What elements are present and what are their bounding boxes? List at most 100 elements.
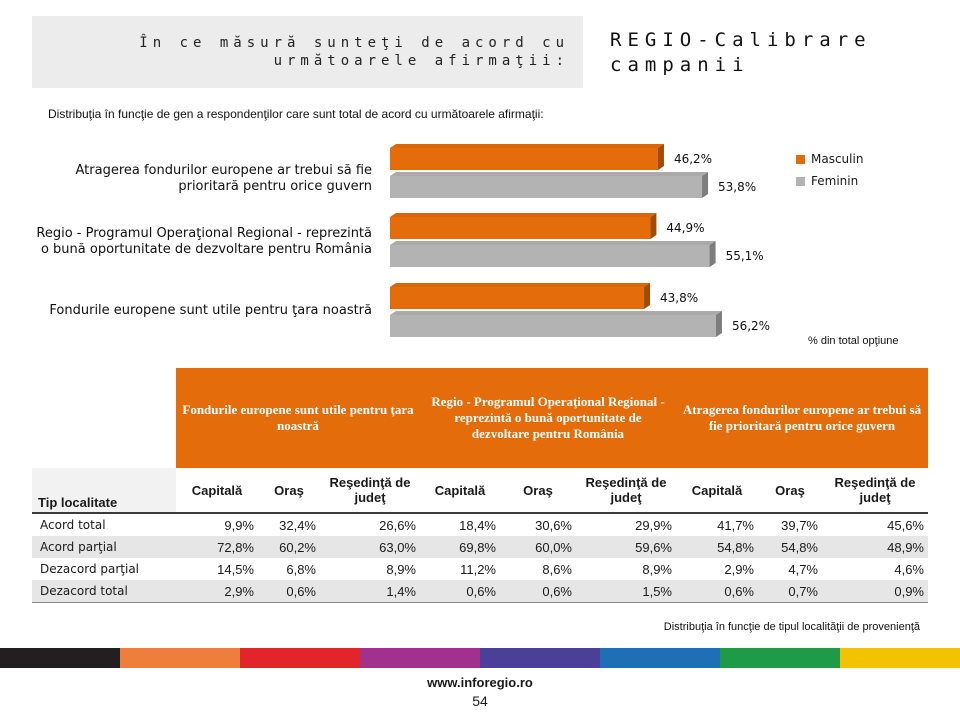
table-cell: 4,7%	[788, 561, 818, 577]
table-cell: 0,6%	[676, 580, 758, 603]
subheader-resedinta: Reşedinţă de judeţ	[576, 468, 676, 514]
table-cell: 0,7%	[758, 580, 822, 603]
legend-swatch-feminin	[796, 176, 805, 186]
subheader-capitala: Capitală	[676, 468, 758, 514]
page-number: 54	[472, 693, 488, 709]
table-cell: 45,6%	[887, 517, 924, 533]
table-row: Dezacord total 2,9% 0,6% 1,4% 0,6% 0,6% …	[32, 580, 928, 603]
color-strip-segment	[240, 648, 360, 668]
table-cell: 2,9%	[724, 561, 754, 577]
subheader-resedinta: Reşedinţă de judeţ	[822, 468, 928, 514]
bar-chart: 46,2% 53,8% 44,9% 55,1% 43,8% 56,2%	[390, 144, 770, 337]
table-footnote: Distribuţia în funcţie de tipul localită…	[663, 621, 920, 633]
row-label: Dezacord parţial	[32, 558, 176, 580]
category-label-2: Regio - Programul Operaţional Regional -…	[36, 226, 372, 257]
table-row: Acord parţial 72,8% 60,2% 63,0% 69,8% 60…	[32, 536, 928, 558]
bar-feminin-3	[390, 311, 722, 337]
table-cell: 54,8%	[758, 536, 822, 558]
table-cell: 63,0%	[320, 536, 420, 558]
table-cell: 4,6%	[894, 561, 924, 577]
legend-item-feminin: Feminin	[796, 170, 863, 192]
chart-caption: Distribuţia în funcţie de gen a responde…	[48, 107, 544, 121]
table-cell: 8,9%	[386, 561, 416, 577]
legend-label-masculin: Masculin	[811, 152, 864, 166]
subheader-capitala: Capitală	[420, 468, 500, 514]
slide-title: REGIO-Calibrare campanii	[610, 29, 872, 76]
table-subheader-row: Tip localitate Capitală Oraş Reşedinţă d…	[32, 468, 928, 514]
table-cell: 1,4%	[320, 580, 420, 603]
table-cell: 60,0%	[500, 536, 576, 558]
table-cell: 60,2%	[258, 536, 320, 558]
chart-legend: Masculin Feminin	[796, 148, 863, 192]
bar-feminin-1	[390, 172, 709, 198]
table-cell: 48,9%	[822, 536, 928, 558]
subheader-oras: Oraş	[500, 468, 576, 514]
table-cell: 18,4%	[459, 517, 496, 533]
color-strip-segment	[720, 648, 840, 668]
table-cell: 32,4%	[279, 517, 316, 533]
data-label-masculin-1: 46,2%	[674, 152, 712, 166]
legend-item-masculin: Masculin	[796, 148, 863, 170]
subheader-capitala: Capitală	[176, 468, 258, 514]
category-label-1: Atragerea fondurilor europene ar trebui …	[75, 163, 373, 194]
table-cell: 2,9%	[176, 580, 258, 603]
data-label-masculin-3: 43,8%	[660, 291, 698, 305]
table-cell: 54,8%	[676, 536, 758, 558]
table-cell: 0,6%	[420, 580, 500, 603]
table-cell: 30,6%	[535, 517, 572, 533]
legend-swatch-masculin	[796, 154, 805, 164]
subheader-resedinta: Reşedinţă de judeţ	[320, 468, 420, 514]
question-text: În ce măsură sunteţi de acord cu următoa…	[139, 35, 569, 69]
table-row: Dezacord parţial 14,5% 6,8% 8,9% 11,2% 8…	[32, 558, 928, 580]
table-cell: 0,6%	[258, 580, 320, 603]
table-group-1: Fondurile europene sunt utile pentru ţar…	[176, 368, 420, 468]
table-cell: 8,9%	[642, 561, 672, 577]
table-corner	[32, 368, 176, 468]
unit-note: % din total opţiune	[808, 335, 899, 347]
color-strip-segment	[840, 648, 960, 668]
table-cell: 69,8%	[420, 536, 500, 558]
color-strip-segment	[0, 648, 120, 668]
table-cell: 26,6%	[379, 517, 416, 533]
color-strip-segment	[360, 648, 480, 668]
row-label: Acord total	[32, 513, 176, 536]
locality-table: Fondurile europene sunt utile pentru ţar…	[32, 368, 928, 603]
table-cell: 72,8%	[176, 536, 258, 558]
table-group-2: Regio - Programul Operaţional Regional -…	[420, 368, 676, 468]
bar-masculin-3	[390, 283, 651, 309]
table-cell: 9,9%	[224, 517, 254, 533]
bar-masculin-1	[390, 144, 664, 170]
category-label-3: Fondurile europene sunt utile pentru ţar…	[49, 303, 372, 318]
color-strip-segment	[600, 648, 720, 668]
row-label: Dezacord total	[32, 580, 176, 603]
table-cell: 8,6%	[542, 561, 572, 577]
question-box: În ce măsură sunteţi de acord cu următoa…	[32, 16, 583, 88]
data-label-masculin-2: 44,9%	[666, 221, 704, 235]
table-cell: 0,9%	[822, 580, 928, 603]
table-cell: 0,6%	[500, 580, 576, 603]
table-cell: 41,7%	[717, 517, 754, 533]
data-label-feminin-1: 53,8%	[718, 180, 756, 194]
table-cell: 14,5%	[217, 561, 254, 577]
subheader-oras: Oraş	[258, 468, 320, 514]
table-cell: 1,5%	[576, 580, 676, 603]
site-url[interactable]: www.inforegio.ro	[427, 675, 533, 690]
data-label-feminin-3: 56,2%	[732, 319, 770, 333]
row-header: Tip localitate	[32, 468, 176, 514]
table-cell: 59,6%	[576, 536, 676, 558]
bar-masculin-2	[390, 213, 657, 239]
table-row: Acord total 9,9% 32,4% 26,6% 18,4% 30,6%…	[32, 513, 928, 536]
table-group-3: Atragerea fondurilor europene ar trebui …	[676, 368, 928, 468]
bar-feminin-2	[390, 241, 716, 267]
legend-label-feminin: Feminin	[811, 174, 859, 188]
table-cell: 29,9%	[635, 517, 672, 533]
table-cell: 11,2%	[460, 561, 496, 577]
color-strip-segment	[480, 648, 600, 668]
table-cell: 39,7%	[781, 517, 818, 533]
data-label-feminin-2: 55,1%	[726, 249, 764, 263]
subheader-oras: Oraş	[758, 468, 822, 514]
row-label: Acord parţial	[32, 536, 176, 558]
color-strip	[0, 648, 960, 668]
table-cell: 6,8%	[286, 561, 316, 577]
color-strip-segment	[120, 648, 240, 668]
